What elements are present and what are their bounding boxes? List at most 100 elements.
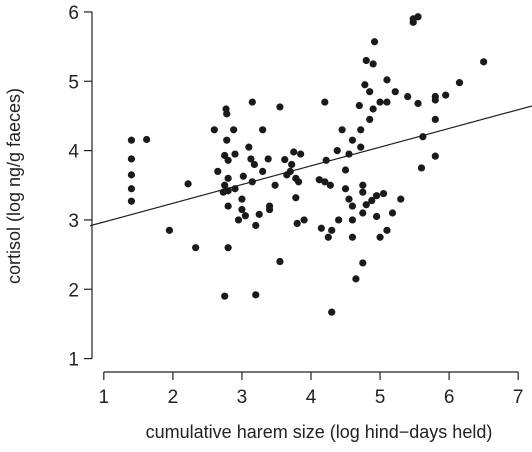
data-point (224, 244, 232, 252)
data-point (366, 88, 374, 96)
data-point (383, 76, 391, 84)
data-point (265, 205, 274, 214)
y-axis-label: cortisol (log ng/g faeces) (4, 88, 24, 284)
data-point (210, 126, 218, 134)
data-point (252, 221, 260, 230)
data-point (442, 91, 450, 99)
data-point (127, 197, 136, 205)
data-point (276, 257, 284, 266)
data-point (417, 164, 426, 172)
data-point (214, 167, 222, 175)
x-tick-label: 1 (99, 387, 110, 408)
data-point (264, 155, 272, 163)
data-point (223, 110, 231, 118)
y-tick-label: 5 (68, 72, 79, 93)
data-point (362, 56, 370, 65)
data-point (252, 291, 260, 299)
data-point (361, 81, 369, 89)
data-point (414, 99, 422, 108)
data-point (290, 148, 298, 156)
data-point (376, 98, 384, 106)
data-point (315, 176, 323, 184)
data-point (224, 174, 232, 182)
data-point (271, 181, 279, 189)
data-point (127, 171, 136, 179)
x-tick-label: 5 (375, 387, 386, 408)
data-point (127, 155, 136, 163)
data-point (238, 195, 246, 203)
data-point (404, 92, 412, 101)
data-point (192, 244, 200, 252)
data-point (297, 150, 305, 158)
data-point (328, 226, 336, 234)
data-point (359, 209, 367, 217)
data-point (348, 136, 357, 144)
data-point (333, 147, 341, 155)
data-point (324, 233, 332, 241)
data-point (276, 103, 284, 111)
data-point (431, 115, 439, 123)
data-point (383, 226, 391, 234)
data-point (348, 233, 357, 241)
data-point (223, 136, 231, 144)
x-tick-label: 4 (306, 387, 317, 408)
data-point (480, 58, 488, 66)
data-point (357, 126, 365, 134)
data-point (259, 167, 267, 175)
data-point (322, 156, 330, 164)
data-point (238, 205, 246, 214)
data-point (234, 216, 243, 224)
data-point (293, 219, 301, 227)
data-point (348, 216, 357, 224)
data-point (366, 115, 374, 123)
data-point (288, 160, 296, 169)
data-point (221, 181, 229, 189)
data-point (255, 210, 263, 218)
data-point (370, 38, 379, 46)
data-point (373, 212, 381, 221)
data-point (352, 275, 360, 283)
data-point (231, 185, 239, 193)
data-point (231, 150, 239, 158)
data-point (379, 189, 388, 198)
data-point (239, 172, 247, 180)
data-point (221, 292, 229, 300)
data-point (224, 202, 232, 210)
data-point (294, 178, 303, 186)
data-point (391, 88, 399, 96)
data-point (335, 216, 343, 224)
data-point (165, 226, 174, 234)
data-point (355, 101, 363, 110)
data-point (369, 105, 377, 113)
data-point (338, 126, 346, 134)
x-tick-label: 2 (168, 387, 179, 408)
data-point (419, 133, 427, 141)
data-point (359, 181, 367, 189)
data-point (359, 259, 367, 267)
y-tick-label: 6 (68, 3, 79, 24)
data-point (321, 98, 329, 106)
data-point (184, 180, 192, 188)
data-point (348, 202, 357, 210)
data-point (281, 156, 289, 164)
data-point (248, 98, 256, 106)
data-point (345, 150, 353, 158)
data-point (357, 143, 365, 151)
data-point (409, 18, 417, 26)
data-point (292, 194, 300, 202)
y-tick-label: 1 (68, 350, 79, 371)
x-axis-label: cumulative harem size (log hind−days hel… (146, 422, 493, 442)
data-point (230, 126, 238, 134)
data-point (376, 233, 384, 241)
data-point (373, 192, 381, 200)
data-point (341, 166, 350, 174)
x-tick-label: 7 (513, 387, 524, 408)
data-point (369, 60, 377, 68)
y-tick-label: 4 (68, 142, 79, 163)
data-point (321, 178, 329, 186)
data-point (326, 181, 334, 189)
y-tick-label: 3 (68, 211, 79, 232)
data-point (259, 126, 267, 134)
data-point (328, 308, 336, 316)
